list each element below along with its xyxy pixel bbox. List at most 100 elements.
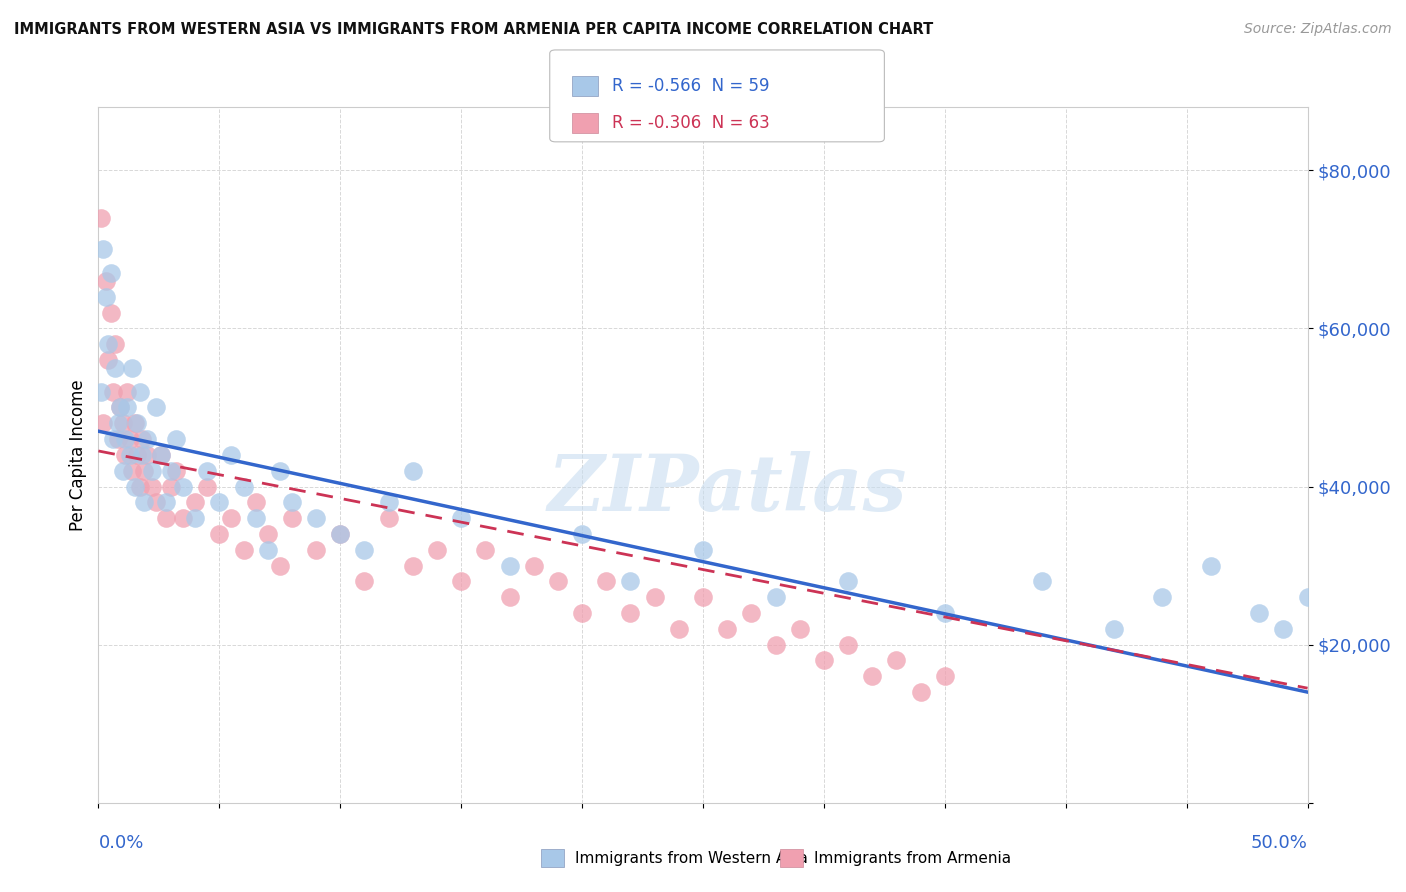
Point [740, 606, 762, 620]
Point [377, 495, 399, 509]
Point [281, 495, 304, 509]
Point [523, 558, 546, 573]
Point [94, 274, 117, 288]
Point [837, 638, 859, 652]
Text: IMMIGRANTS FROM WESTERN ASIA VS IMMIGRANTS FROM ARMENIA PER CAPITA INCOME CORREL: IMMIGRANTS FROM WESTERN ASIA VS IMMIGRAN… [14, 22, 934, 37]
Point [1249, 606, 1271, 620]
Point [450, 511, 472, 525]
Point [716, 622, 738, 636]
Point [305, 511, 328, 525]
Point [128, 384, 150, 399]
Point [108, 401, 131, 415]
Point [813, 653, 835, 667]
Point [934, 669, 956, 683]
Point [100, 266, 122, 280]
Point [128, 479, 150, 493]
Point [165, 464, 187, 478]
Point [145, 495, 167, 509]
Point [221, 448, 243, 462]
Point [127, 417, 149, 431]
Text: Immigrants from Western Asia: Immigrants from Western Asia [575, 851, 808, 865]
Point [90, 384, 112, 399]
Point [765, 591, 787, 605]
Point [100, 305, 122, 319]
Text: Source: ZipAtlas.com: Source: ZipAtlas.com [1244, 22, 1392, 37]
Point [245, 511, 267, 525]
Point [91, 243, 114, 257]
Point [91, 417, 114, 431]
Text: Immigrants from Armenia: Immigrants from Armenia [814, 851, 1011, 865]
Text: R = -0.306  N = 63: R = -0.306 N = 63 [612, 114, 769, 132]
Point [172, 511, 194, 525]
Y-axis label: Per Capita Income: Per Capita Income [69, 379, 87, 531]
Point [97, 353, 120, 368]
Point [474, 542, 496, 557]
Point [1031, 574, 1053, 589]
Point [1369, 606, 1392, 620]
Text: R = -0.566  N = 59: R = -0.566 N = 59 [612, 77, 769, 95]
Point [1296, 591, 1319, 605]
Point [208, 527, 231, 541]
Point [426, 542, 449, 557]
Point [108, 401, 131, 415]
Point [111, 417, 134, 431]
Point [155, 511, 177, 525]
Point [150, 448, 173, 462]
Point [135, 448, 157, 462]
Point [245, 495, 267, 509]
Point [269, 464, 291, 478]
Point [1344, 638, 1367, 652]
Point [886, 653, 908, 667]
Point [644, 591, 666, 605]
Point [160, 479, 183, 493]
Point [111, 464, 134, 478]
Point [269, 558, 291, 573]
Point [619, 574, 641, 589]
Point [90, 211, 112, 225]
Point [256, 542, 278, 557]
Point [118, 448, 141, 462]
Point [135, 432, 157, 446]
Point [329, 527, 352, 541]
Point [692, 542, 714, 557]
Text: 50.0%: 50.0% [1251, 834, 1308, 852]
Point [353, 574, 375, 589]
Point [160, 464, 183, 478]
Point [121, 464, 143, 478]
Point [281, 511, 304, 525]
Point [221, 511, 243, 525]
Point [127, 448, 149, 462]
Point [498, 558, 520, 573]
Point [141, 464, 163, 478]
Point [94, 290, 117, 304]
Point [124, 417, 146, 431]
Point [329, 527, 352, 541]
Point [1272, 622, 1295, 636]
Point [101, 432, 124, 446]
Point [765, 638, 787, 652]
Point [353, 542, 375, 557]
Point [184, 495, 207, 509]
Point [668, 622, 690, 636]
Point [232, 479, 254, 493]
Text: ZIPatlas: ZIPatlas [547, 451, 907, 528]
Point [150, 448, 173, 462]
Point [860, 669, 883, 683]
Point [104, 361, 127, 376]
Point [117, 384, 139, 399]
Point [1320, 574, 1343, 589]
Point [134, 464, 156, 478]
Point [172, 479, 194, 493]
Point [104, 337, 127, 351]
Point [1199, 558, 1222, 573]
Point [910, 685, 932, 699]
Text: 0.0%: 0.0% [98, 834, 143, 852]
Point [837, 574, 859, 589]
Point [402, 464, 425, 478]
Point [131, 432, 153, 446]
Point [107, 417, 129, 431]
Point [450, 574, 472, 589]
Point [1102, 622, 1125, 636]
Point [1152, 591, 1174, 605]
Point [547, 574, 569, 589]
